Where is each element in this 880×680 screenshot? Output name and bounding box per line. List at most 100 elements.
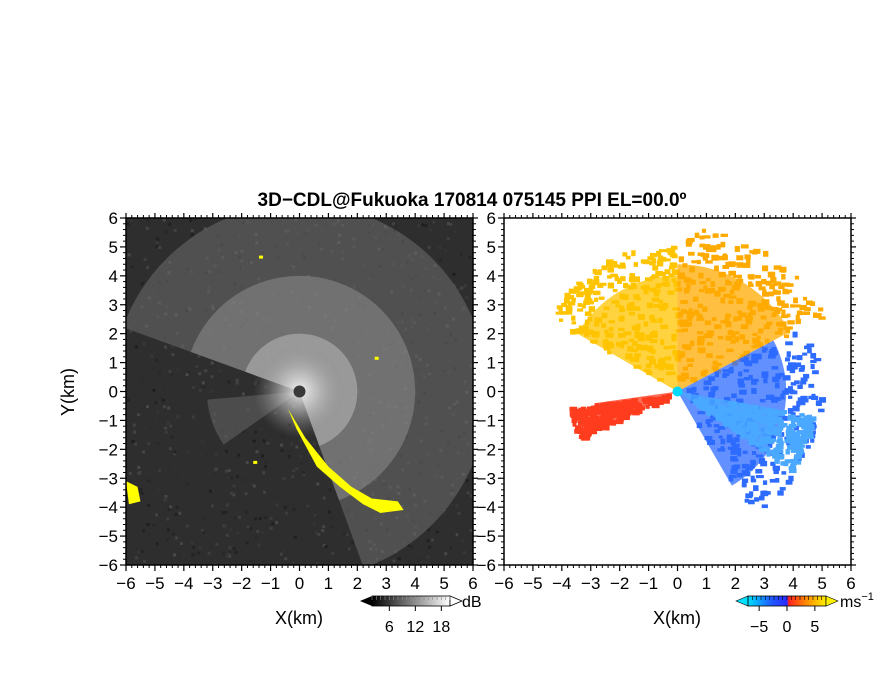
noise-pixel — [129, 218, 133, 222]
noise-pixel — [435, 530, 439, 534]
noise-pixel — [457, 512, 461, 516]
velocity-pixel — [786, 389, 795, 394]
noise-pixel — [126, 222, 130, 226]
velocity-pixel — [576, 291, 584, 298]
noise-pixel — [469, 494, 473, 498]
noise-pixel — [427, 246, 431, 250]
noise-pixel — [457, 287, 461, 291]
velocity-pixel — [699, 235, 705, 240]
noise-pixel — [174, 512, 178, 516]
noise-pixel — [143, 258, 147, 262]
velocity-pixel — [806, 430, 814, 437]
noise-pixel — [140, 491, 144, 495]
noise-pixel — [168, 369, 172, 373]
noise-pixel — [157, 513, 161, 517]
x-tick-label: 5 — [439, 574, 448, 593]
velocity-pixel — [794, 454, 802, 460]
velocity-pixel — [769, 283, 775, 290]
noise-pixel — [427, 528, 431, 532]
velocity-pixel — [808, 383, 815, 388]
noise-pixel — [167, 406, 171, 410]
velocity-pixel — [769, 478, 777, 483]
velocity-pixel — [560, 311, 569, 315]
velocity-pixel — [796, 400, 801, 407]
noise-pixel — [430, 538, 434, 542]
velocity-pixel — [587, 300, 594, 305]
noise-pixel — [292, 507, 296, 511]
velocity-pixel — [790, 382, 797, 386]
velocity-pixel — [777, 490, 784, 496]
noise-pixel — [128, 479, 132, 483]
velocity-pixel — [656, 261, 664, 267]
y-tick-label: 6 — [487, 209, 496, 228]
velocity-pixel — [798, 422, 806, 428]
noise-pixel — [173, 228, 177, 232]
velocity-pixel — [571, 297, 576, 302]
noise-pixel — [260, 454, 264, 458]
x-tick-label: −5 — [523, 574, 542, 593]
noise-pixel — [138, 489, 142, 493]
velocity-pixel — [785, 341, 793, 346]
velocity-pixel — [609, 422, 617, 426]
velocity-pixel — [667, 251, 673, 256]
noise-pixel — [459, 252, 463, 256]
y-tick-label: 6 — [109, 209, 118, 228]
velocity-pixel — [750, 478, 757, 483]
noise-pixel — [426, 539, 430, 543]
velocity-pixel — [772, 465, 780, 471]
velocity-pixel — [592, 425, 599, 431]
noise-pixel — [181, 473, 185, 477]
noise-pixel — [225, 554, 229, 558]
noise-pixel — [236, 474, 240, 478]
y-tick-label: −4 — [477, 498, 496, 517]
velocity-pixel — [588, 306, 596, 312]
velocity-pixel — [745, 258, 751, 264]
velocity-pixel — [775, 447, 782, 452]
noise-pixel — [201, 516, 205, 520]
velocity-pixel — [589, 288, 594, 294]
velocity-pixel — [614, 276, 619, 282]
velocity-pixel — [696, 259, 701, 265]
noise-pixel — [428, 545, 432, 549]
velocity-pixel — [776, 290, 781, 295]
x-tick-label: 4 — [410, 574, 419, 593]
velocity-pixel — [770, 449, 779, 455]
velocity-pixel — [813, 358, 822, 362]
velocity-pixel — [776, 296, 781, 302]
noise-pixel — [291, 475, 295, 479]
noise-pixel — [221, 511, 225, 515]
noise-pixel — [257, 543, 261, 547]
velocity-pixel — [615, 418, 624, 425]
velocity-pixel — [728, 261, 736, 268]
velocity-pixel — [741, 478, 749, 483]
velocity-pixel — [790, 430, 796, 434]
velocity-pixel — [716, 244, 721, 250]
noise-pixel — [236, 531, 240, 535]
velocity-pixel — [577, 303, 583, 307]
noise-pixel — [318, 450, 322, 454]
noise-pixel — [140, 282, 144, 286]
velocity-pixel — [702, 235, 711, 239]
velocity-pixel — [800, 380, 807, 385]
colorbar-right-arrow — [449, 595, 464, 607]
noise-pixel — [342, 532, 346, 536]
velocity-pixel — [649, 252, 657, 258]
velocity-pixel — [788, 414, 795, 418]
noise-pixel — [203, 385, 207, 389]
noise-pixel — [203, 227, 207, 231]
velocity-pixel — [788, 438, 796, 445]
velocity-pixel — [593, 276, 600, 281]
velocity-pixel — [658, 249, 667, 253]
velocity-pixel — [799, 417, 806, 421]
noise-pixel — [289, 471, 293, 475]
velocity-pixel — [787, 417, 792, 421]
velocity-pixel — [584, 311, 592, 316]
colorbar-tick-label: 5 — [810, 619, 819, 636]
noise-pixel — [225, 533, 229, 537]
velocity-pixel — [651, 274, 660, 279]
noise-pixel — [191, 385, 195, 389]
velocity-pixel — [761, 278, 767, 285]
velocity-pixel — [778, 284, 785, 290]
noise-pixel — [275, 520, 279, 524]
